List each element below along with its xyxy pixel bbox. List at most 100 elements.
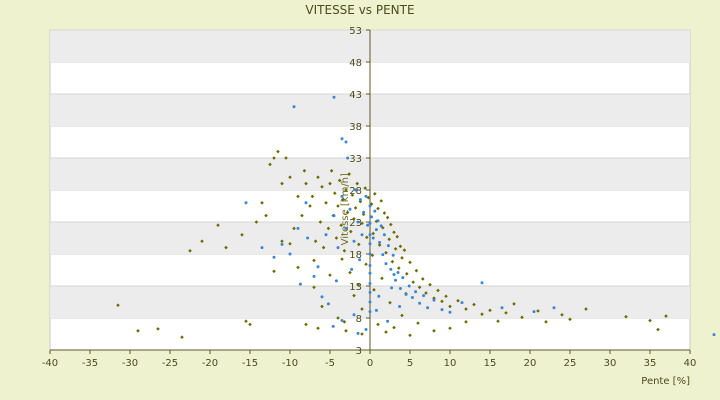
data-point (376, 219, 380, 223)
data-point (440, 308, 444, 312)
data-point (288, 241, 292, 246)
x-tick-label: 35 (644, 358, 657, 369)
data-point (306, 236, 310, 240)
data-point (464, 307, 468, 311)
data-point (312, 274, 316, 278)
x-tick-label: -35 (82, 358, 98, 369)
data-point (310, 194, 315, 199)
data-point (382, 233, 386, 237)
data-point (385, 215, 390, 220)
data-point (340, 257, 344, 261)
data-point (376, 206, 380, 211)
data-point (360, 221, 364, 226)
data-point (377, 294, 381, 298)
data-point (404, 292, 408, 296)
data-point (398, 244, 403, 249)
data-point (368, 271, 372, 275)
data-point (358, 258, 362, 262)
data-point (272, 255, 276, 259)
data-point (408, 333, 412, 338)
data-point (216, 223, 220, 227)
data-point (336, 316, 340, 320)
data-point (378, 240, 382, 244)
data-point (244, 201, 248, 205)
data-point (520, 315, 524, 320)
data-point (464, 320, 468, 324)
data-point (368, 204, 372, 208)
data-point (370, 253, 375, 258)
data-point (389, 222, 393, 227)
y-tick-label: 8 (356, 314, 362, 325)
data-point (332, 214, 336, 218)
x-axis-label: Pente [%] (641, 376, 690, 387)
data-point (368, 310, 372, 314)
data-point (276, 149, 280, 154)
x-axis-ticks: -40 -35 -30 -25 -20 -15 -10 -5 0 5 10 15 20 25 30 35 40 (42, 350, 696, 369)
y-tick-label: 28 (349, 186, 362, 197)
data-point (337, 178, 342, 183)
data-point (532, 310, 536, 314)
x-tick-label: -15 (242, 358, 258, 369)
data-point (480, 281, 484, 285)
y-tick-label: 38 (349, 122, 362, 133)
y-tick-label: 53 (349, 26, 362, 37)
data-point (366, 223, 370, 227)
data-point (358, 199, 363, 204)
data-point (329, 169, 334, 173)
data-point (368, 300, 372, 304)
data-point (296, 194, 300, 199)
data-point (384, 330, 388, 334)
data-point (360, 307, 364, 311)
data-point (356, 282, 360, 287)
data-point (365, 235, 369, 240)
data-point (386, 319, 390, 323)
data-point (392, 230, 396, 235)
data-point (321, 245, 326, 250)
data-point (387, 237, 391, 242)
data-point (188, 249, 192, 253)
data-point (393, 247, 398, 251)
data-point (348, 207, 352, 211)
x-tick-label: -20 (202, 358, 218, 369)
data-point (156, 327, 160, 331)
data-point (357, 242, 361, 247)
data-point (344, 226, 348, 230)
data-point (358, 198, 362, 202)
y-tick-label: 48 (349, 58, 362, 69)
data-point (422, 294, 426, 298)
data-point (480, 312, 484, 316)
data-point (326, 226, 331, 231)
data-point (326, 302, 330, 306)
data-point (389, 267, 393, 271)
data-point (390, 259, 395, 264)
data-point (488, 308, 492, 313)
data-point (313, 239, 318, 243)
data-point (368, 290, 372, 294)
data-point (374, 228, 378, 232)
data-point (500, 306, 504, 310)
data-point (348, 270, 352, 275)
data-point (624, 314, 628, 319)
data-point (560, 313, 564, 317)
x-tick-label: 25 (564, 358, 577, 369)
data-point (390, 286, 394, 290)
data-point (398, 304, 402, 308)
y-tick-label: 43 (349, 90, 362, 101)
data-point (440, 299, 444, 304)
data-point (328, 181, 332, 186)
data-point (432, 298, 436, 302)
data-point (320, 304, 324, 309)
y-tick-label: 18 (349, 250, 362, 261)
data-point (180, 335, 184, 339)
data-point (405, 272, 409, 276)
data-point (368, 252, 372, 256)
data-point (656, 327, 660, 332)
data-point (448, 310, 452, 314)
data-point (300, 213, 304, 218)
data-point (342, 320, 347, 324)
data-point (568, 317, 572, 322)
data-point (339, 223, 343, 227)
data-point (373, 209, 377, 213)
data-point (340, 137, 344, 141)
data-point (312, 258, 316, 263)
